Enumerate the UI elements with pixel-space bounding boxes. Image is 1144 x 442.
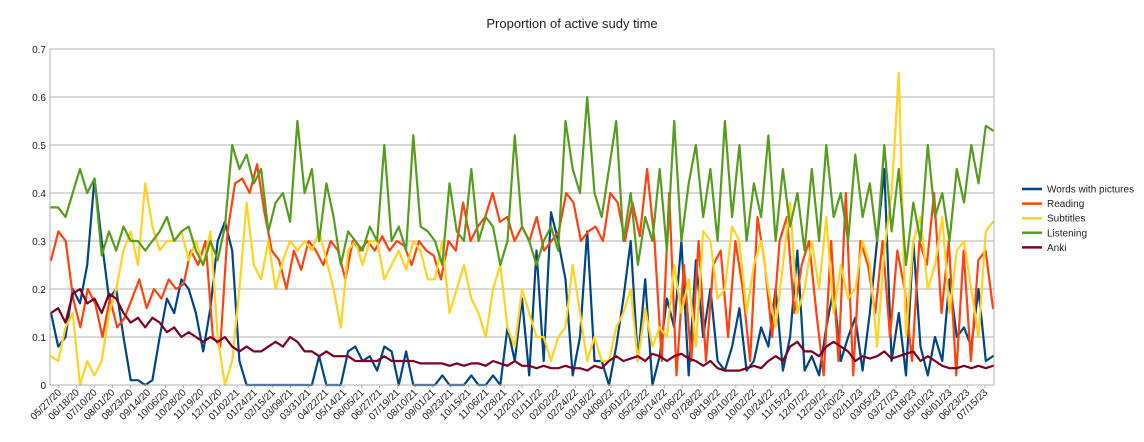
series-line-anki [49, 287, 995, 372]
y-axis-ticks: 0 0.1 0.2 0.3 0.4 0.5 0.6 0.7 [32, 45, 46, 392]
series-lines [49, 71, 995, 387]
legend-label: Anki [1047, 243, 1066, 254]
y-tick-label: 0.1 [32, 333, 46, 344]
y-tick-label: 0 [40, 381, 46, 392]
y-tick-label: 0.4 [32, 189, 46, 200]
y-tick-label: 0.3 [32, 237, 46, 248]
series-line-subtitles [49, 71, 995, 387]
series-line-listening [49, 95, 995, 267]
plot-frame [49, 48, 995, 386]
x-axis-ticks: 05/27/2006/18/2007/10/2008/01/2008/23/20… [29, 385, 991, 423]
legend-label: Words with pictures [1047, 185, 1134, 196]
legend-label: Subtitles [1047, 214, 1085, 225]
y-tick-label: 0.6 [32, 93, 46, 104]
legend: Words with pictures Reading Subtitles Liste… [1022, 185, 1134, 254]
chart-title: Proportion of active sudy time [486, 16, 657, 31]
legend-label: Listening [1047, 228, 1087, 239]
legend-label: Reading [1047, 199, 1084, 210]
y-tick-label: 0.5 [32, 141, 46, 152]
y-tick-label: 0.7 [32, 45, 46, 56]
y-tick-label: 0.2 [32, 285, 46, 296]
